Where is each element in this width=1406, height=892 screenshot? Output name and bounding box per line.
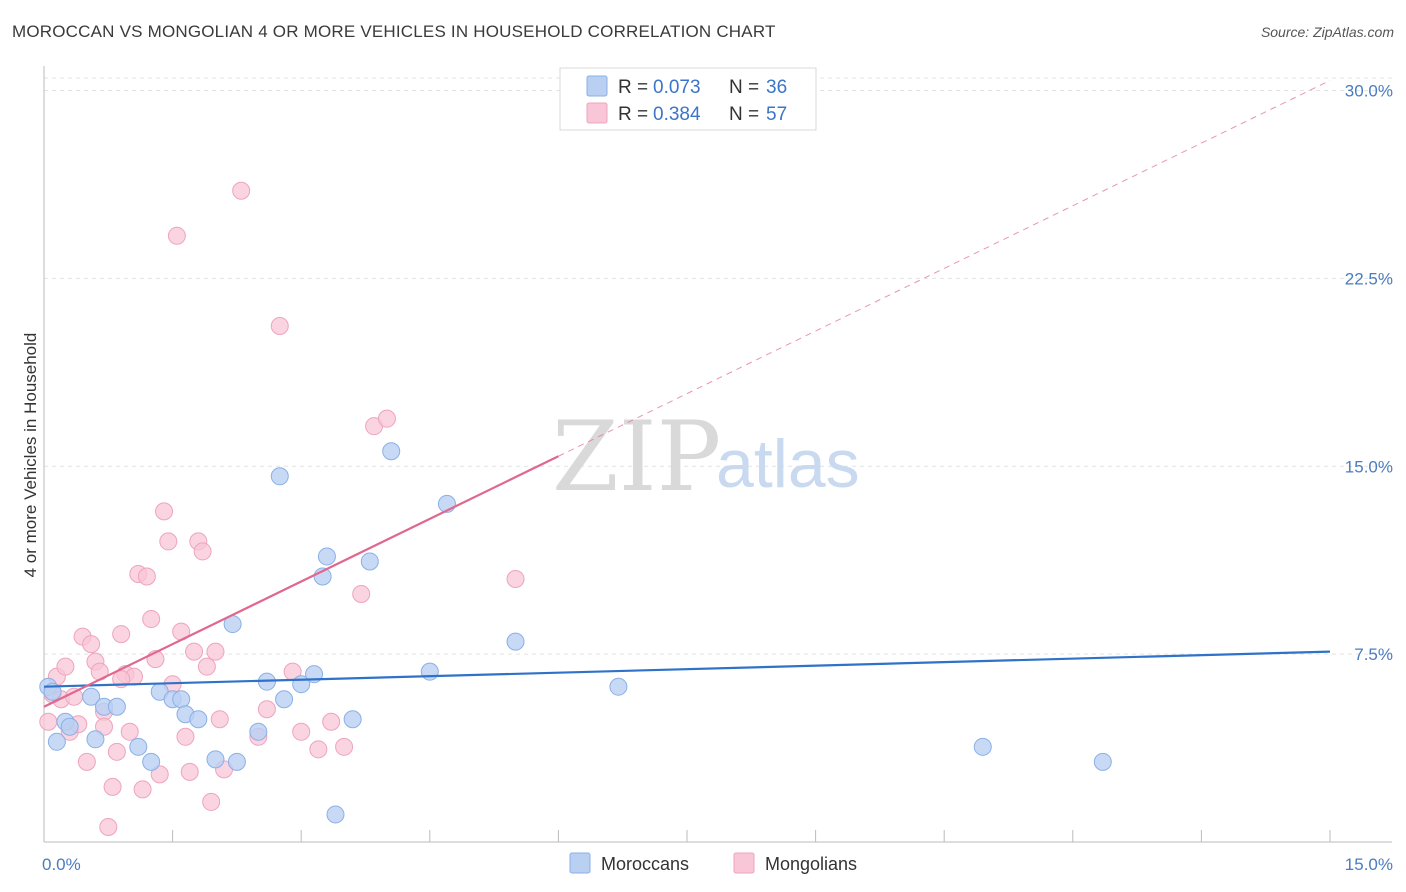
bottom-legend-mongolians: Mongolians xyxy=(765,854,857,874)
series-legend: Moroccans Mongolians xyxy=(569,852,857,874)
mongolian-point-45 xyxy=(270,316,289,335)
bottom-legend-swatch-moroccans xyxy=(569,852,591,874)
moroccan-point-34 xyxy=(609,677,628,696)
moroccan-point-16 xyxy=(206,750,225,769)
bottom-legend-moroccans: Moroccans xyxy=(601,854,689,874)
legend-r-label-moroccans: R = xyxy=(618,77,648,98)
series-moroccans xyxy=(39,442,1112,824)
moroccan-point-26 xyxy=(317,547,336,566)
moroccan-point-27 xyxy=(326,805,345,824)
mongolian-point-24 xyxy=(142,610,161,629)
y-axis-label: 4 or more Vehicles in Household xyxy=(21,333,40,578)
mongolian-point-9 xyxy=(77,752,96,771)
moroccan-point-10 xyxy=(142,752,161,771)
mongolian-point-47 xyxy=(292,722,311,741)
mongolian-point-50 xyxy=(335,737,354,756)
moroccan-point-4 xyxy=(60,717,79,736)
mongolian-point-17 xyxy=(112,625,131,644)
x-tick-label-max: 15.0% xyxy=(1345,855,1393,874)
moroccan-point-15 xyxy=(189,710,208,729)
mongolian-point-53 xyxy=(377,409,396,428)
moroccan-point-28 xyxy=(343,710,362,729)
mongolian-point-42 xyxy=(232,181,251,200)
mongolian-point-14 xyxy=(99,817,118,836)
correlation-legend: R = 0.073 N = 36 R = 0.384 N = 57 xyxy=(559,67,817,131)
watermark-zip: ZIP xyxy=(552,401,721,513)
mongolian-point-33 xyxy=(180,762,199,781)
mongolian-point-36 xyxy=(193,542,212,561)
mongolian-point-28 xyxy=(159,532,178,551)
mongolian-point-37 xyxy=(197,657,216,676)
mongolian-point-23 xyxy=(137,567,156,586)
mongolians-trend-line xyxy=(43,455,559,708)
legend-n-value-moroccans: 36 xyxy=(766,77,787,98)
mongolian-point-32 xyxy=(176,727,195,746)
moroccan-point-18 xyxy=(227,752,246,771)
mongolian-point-54 xyxy=(506,569,525,588)
moroccan-point-13 xyxy=(172,690,191,709)
watermark-atlas: atlas xyxy=(716,426,860,502)
mongolian-point-56 xyxy=(95,717,114,736)
mongolian-point-0 xyxy=(39,712,58,731)
moroccan-point-9 xyxy=(129,737,148,756)
x-tick-label-min: 0.0% xyxy=(42,855,81,874)
mongolian-point-6 xyxy=(65,687,84,706)
y-tick-label-1: 15.0% xyxy=(1345,457,1393,476)
mongolian-point-15 xyxy=(103,777,122,796)
mongolians-trend-extension xyxy=(558,80,1331,457)
mongolian-point-38 xyxy=(202,792,221,811)
moroccan-point-30 xyxy=(382,442,401,461)
mongolian-point-48 xyxy=(309,740,328,759)
legend-swatch-mongolians xyxy=(586,102,608,124)
mongolian-point-26 xyxy=(150,765,169,784)
x-tick-marks xyxy=(43,830,1331,842)
legend-n-label-moroccans: N = xyxy=(729,77,759,98)
moroccan-point-21 xyxy=(270,467,289,486)
moroccan-point-29 xyxy=(360,552,379,571)
mongolian-point-10 xyxy=(82,635,101,654)
mongolian-point-51 xyxy=(352,585,371,604)
moroccan-point-6 xyxy=(86,730,105,749)
mongolian-point-16 xyxy=(107,742,126,761)
moroccan-point-36 xyxy=(1093,752,1112,771)
mongolian-point-34 xyxy=(185,642,204,661)
mongolian-point-22 xyxy=(133,780,152,799)
moroccan-point-19 xyxy=(249,722,268,741)
chart-title: MOROCCAN VS MONGOLIAN 4 OR MORE VEHICLES… xyxy=(12,22,776,41)
mongolian-point-27 xyxy=(155,502,174,521)
moroccan-point-2 xyxy=(47,732,66,751)
mongolian-point-49 xyxy=(322,712,341,731)
y-tick-label-3: 30.0% xyxy=(1345,82,1393,101)
moroccan-point-5 xyxy=(82,687,101,706)
y-tick-label-2: 22.5% xyxy=(1345,269,1393,288)
moroccan-point-8 xyxy=(107,697,126,716)
mongolian-point-19 xyxy=(120,722,139,741)
y-tick-label-0: 7.5% xyxy=(1354,645,1393,664)
legend-r-label-mongolians: R = xyxy=(618,104,648,125)
legend-r-value-moroccans: 0.073 xyxy=(653,77,701,98)
mongolian-point-39 xyxy=(206,642,225,661)
trend-lines xyxy=(43,80,1331,708)
axes xyxy=(43,66,1392,843)
legend-n-value-mongolians: 57 xyxy=(766,104,787,125)
mongolian-point-4 xyxy=(56,657,75,676)
moroccan-point-33 xyxy=(506,632,525,651)
grid-lines xyxy=(44,77,1392,655)
mongolian-point-44 xyxy=(257,700,276,719)
moroccan-point-31 xyxy=(420,662,439,681)
moroccan-point-22 xyxy=(275,690,294,709)
series-mongolians xyxy=(39,181,525,836)
legend-swatch-moroccans xyxy=(586,75,608,97)
watermark: ZIP atlas xyxy=(552,401,860,513)
moroccans-trend-line xyxy=(43,650,1331,688)
y-tick-labels: 7.5% 15.0% 22.5% 30.0% xyxy=(1345,82,1393,665)
bottom-legend-swatch-mongolians xyxy=(733,852,755,874)
mongolian-point-30 xyxy=(167,226,186,245)
legend-n-label-mongolians: N = xyxy=(729,104,759,125)
source-label: Source: ZipAtlas.com xyxy=(1260,24,1394,40)
legend-r-value-mongolians: 0.384 xyxy=(653,104,701,125)
moroccan-point-35 xyxy=(973,737,992,756)
mongolian-point-40 xyxy=(210,710,229,729)
